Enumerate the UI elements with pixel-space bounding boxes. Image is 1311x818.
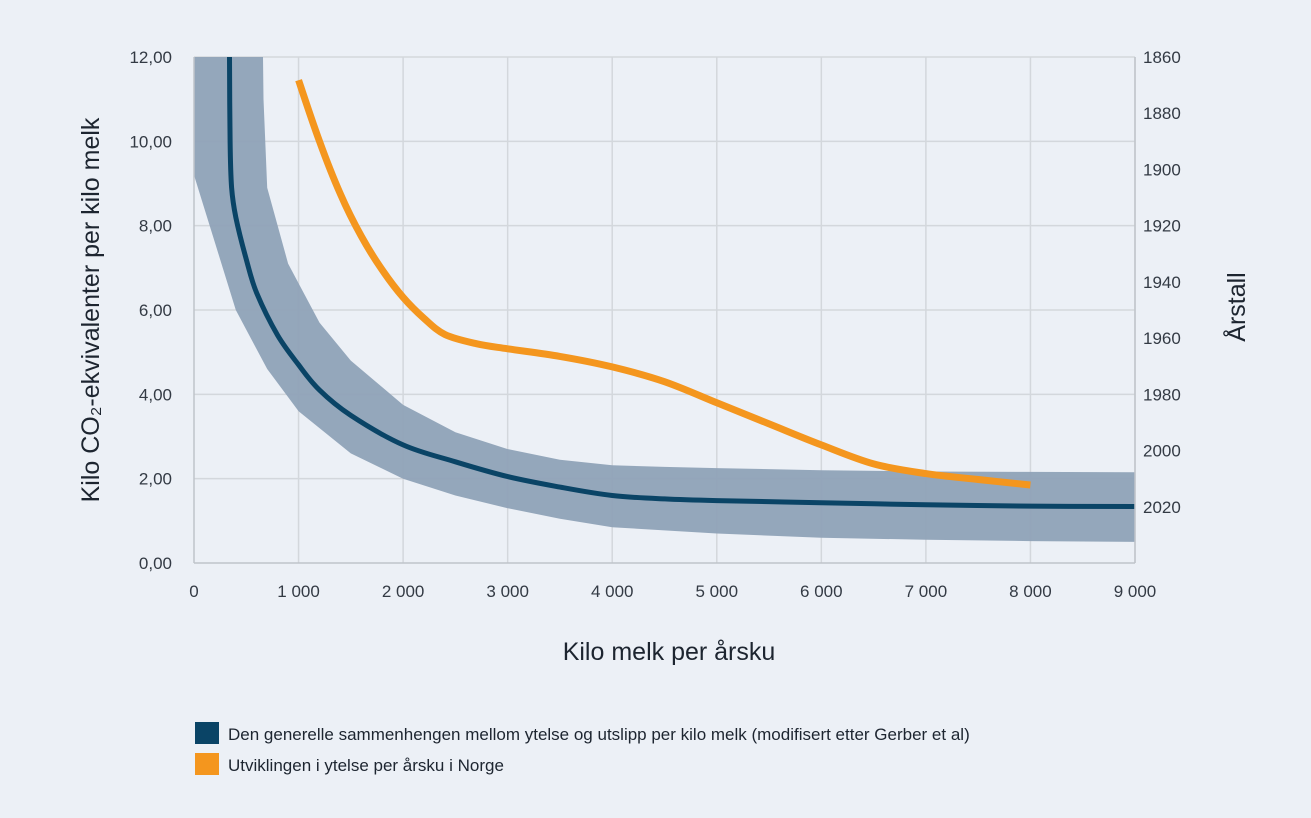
x-tick-label: 4 000 [591, 582, 634, 601]
y-tick-label: 10,00 [129, 132, 172, 151]
y-tick-labels: 0,00 2,00 4,00 6,00 8,00 10,00 12,00 [129, 48, 172, 573]
axes [193, 57, 1136, 564]
x-tick-label: 5 000 [696, 582, 739, 601]
legend-label-orange: Utviklingen i ytelse per årsku i Norge [228, 756, 504, 775]
x-tick-label: 3 000 [486, 582, 529, 601]
series-line-general [227, 56, 1136, 509]
x-tick-labels: 0 1 000 2 000 3 000 4 000 5 000 6 000 7 000 8 00… [189, 582, 1156, 601]
legend: Den generelle sammenhengen mellom ytelse… [195, 722, 970, 775]
uncertainty-band [194, 57, 1135, 542]
legend-swatch-orange [195, 753, 219, 775]
y2-tick-label: 1940 [1143, 273, 1181, 292]
y-tick-label: 6,00 [139, 301, 172, 320]
y2-tick-label: 1900 [1143, 160, 1181, 179]
y-tick-label: 8,00 [139, 217, 172, 236]
y-tick-label: 12,00 [129, 48, 172, 67]
series-lines [227, 56, 1136, 509]
legend-label-blue: Den generelle sammenhengen mellom ytelse… [228, 725, 970, 744]
y-tick-label: 4,00 [139, 385, 172, 404]
y2-tick-label: 1980 [1143, 385, 1181, 404]
x-tick-label: 0 [189, 582, 198, 601]
x-tick-label: 7 000 [905, 582, 948, 601]
legend-swatch-blue [195, 722, 219, 744]
y2-tick-label: 1860 [1143, 48, 1181, 67]
y-axis-title: Kilo CO₂-ekvivalenter per kilo melk [77, 117, 105, 502]
x-tick-label: 8 000 [1009, 582, 1052, 601]
y2-tick-label: 2000 [1143, 442, 1181, 461]
x-tick-label: 9 000 [1114, 582, 1157, 601]
y2-tick-labels: 1860 1880 1900 1920 1940 1960 1980 2000 2020 [1143, 48, 1181, 517]
x-tick-label: 2 000 [382, 582, 425, 601]
y2-tick-label: 1920 [1143, 217, 1181, 236]
band-layer [194, 57, 1135, 542]
y2-tick-label: 1880 [1143, 104, 1181, 123]
y-tick-label: 2,00 [139, 470, 172, 489]
y-tick-label: 0,00 [139, 554, 172, 573]
y2-tick-label: 2020 [1143, 498, 1181, 517]
y2-axis-title: Årstall [1221, 272, 1251, 341]
x-tick-label: 6 000 [800, 582, 843, 601]
x-tick-label: 1 000 [277, 582, 320, 601]
y2-tick-label: 1960 [1143, 329, 1181, 348]
series-line-norway [295, 79, 1031, 489]
x-axis-title: Kilo melk per årsku [563, 638, 776, 666]
